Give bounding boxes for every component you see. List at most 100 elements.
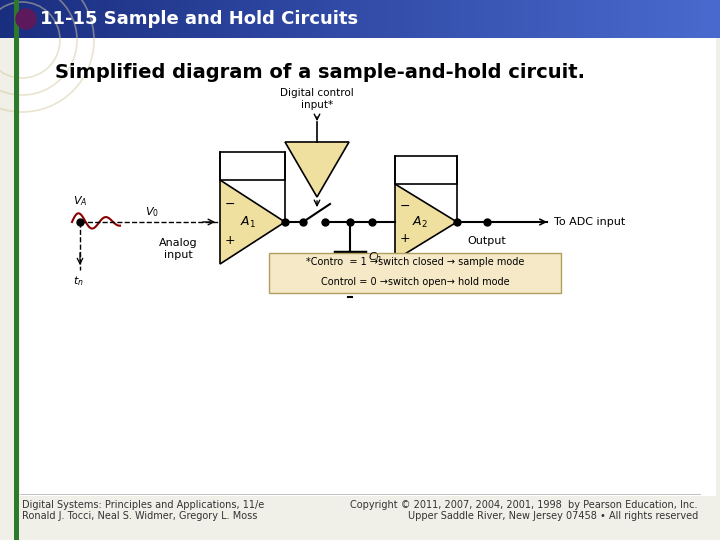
Bar	[342, 0, 352, 38]
Polygon shape	[220, 180, 285, 264]
Bar	[351, 0, 361, 38]
Polygon shape	[395, 184, 457, 260]
Bar	[612, 0, 622, 38]
Bar	[441, 0, 451, 38]
Text: Output: Output	[467, 236, 506, 246]
Bar	[387, 0, 397, 38]
Bar	[207, 0, 217, 38]
Bar	[216, 0, 226, 38]
Text: Digital Systems: Principles and Applications, 11/e: Digital Systems: Principles and Applicat…	[22, 500, 264, 510]
Bar	[279, 0, 289, 38]
Bar	[297, 0, 307, 38]
Text: 11-15 Sample and Hold Circuits: 11-15 Sample and Hold Circuits	[40, 10, 358, 28]
Bar	[153, 0, 163, 38]
Bar	[396, 0, 406, 38]
Text: $V_0$: $V_0$	[145, 205, 159, 219]
Polygon shape	[285, 142, 349, 197]
Bar	[522, 0, 532, 38]
Bar	[162, 0, 172, 38]
Bar	[432, 0, 442, 38]
Bar	[0, 0, 10, 38]
Bar	[468, 0, 478, 38]
Bar	[675, 0, 685, 38]
Bar	[9, 0, 19, 38]
Bar	[395, 156, 457, 184]
Bar	[333, 0, 343, 38]
Bar	[117, 0, 127, 38]
Text: Digital control
input*: Digital control input*	[280, 89, 354, 110]
Bar	[54, 0, 64, 38]
Bar	[414, 0, 424, 38]
Bar	[270, 0, 280, 38]
Bar	[567, 0, 577, 38]
Bar	[220, 152, 285, 180]
Text: Ronald J. Tocci, Neal S. Widmer, Gregory L. Moss: Ronald J. Tocci, Neal S. Widmer, Gregory…	[22, 511, 257, 521]
Bar	[126, 0, 136, 38]
Bar	[495, 0, 505, 38]
Bar	[666, 0, 676, 38]
Bar	[18, 0, 28, 38]
Bar	[171, 0, 181, 38]
Bar	[477, 0, 487, 38]
Bar	[585, 0, 595, 38]
Bar	[603, 0, 613, 38]
Bar	[27, 0, 37, 38]
Text: Copyright © 2011, 2007, 2004, 2001, 1998  by Pearson Education, Inc.: Copyright © 2011, 2007, 2004, 2001, 1998…	[351, 500, 698, 510]
Bar	[378, 0, 388, 38]
Bar	[99, 0, 109, 38]
Bar	[576, 0, 586, 38]
Bar	[63, 0, 73, 38]
Bar	[261, 0, 271, 38]
Bar	[234, 0, 244, 38]
Text: To ADC input: To ADC input	[554, 217, 625, 227]
Bar	[684, 0, 694, 38]
Bar	[90, 0, 100, 38]
Text: Analog
input: Analog input	[158, 238, 197, 260]
Bar	[180, 0, 190, 38]
Bar	[450, 0, 460, 38]
Bar	[405, 0, 415, 38]
Bar	[648, 0, 658, 38]
Text: $t_n$: $t_n$	[73, 274, 84, 288]
Text: −: −	[400, 199, 410, 213]
Text: $C_h$: $C_h$	[368, 250, 382, 264]
Bar	[657, 0, 667, 38]
Text: +: +	[400, 232, 410, 245]
Bar	[72, 0, 82, 38]
Bar	[315, 0, 325, 38]
Bar	[20, 36, 716, 496]
Bar	[423, 0, 433, 38]
Bar	[639, 0, 649, 38]
Text: $A_1$: $A_1$	[240, 214, 256, 230]
Bar	[693, 0, 703, 38]
Bar	[135, 0, 145, 38]
Bar	[324, 0, 334, 38]
Bar	[288, 0, 298, 38]
Bar	[198, 0, 208, 38]
Bar	[549, 0, 559, 38]
Bar	[144, 0, 154, 38]
Bar	[36, 0, 46, 38]
Bar	[81, 0, 91, 38]
Text: −: −	[225, 198, 235, 211]
Text: Upper Saddle River, New Jersey 07458 • All rights reserved: Upper Saddle River, New Jersey 07458 • A…	[408, 511, 698, 521]
FancyBboxPatch shape	[269, 253, 561, 293]
Bar	[630, 0, 640, 38]
Bar	[594, 0, 604, 38]
Bar	[486, 0, 496, 38]
Bar	[369, 0, 379, 38]
Text: *Contro  = 1 →switch closed → sample mode: *Contro = 1 →switch closed → sample mode	[306, 257, 524, 267]
Bar	[360, 0, 370, 38]
Text: $V_A$: $V_A$	[73, 194, 87, 208]
Bar	[14, 0, 19, 540]
Bar	[504, 0, 514, 38]
Bar	[225, 0, 235, 38]
Bar	[252, 0, 262, 38]
Bar	[621, 0, 631, 38]
Text: +: +	[225, 233, 235, 246]
Bar	[189, 0, 199, 38]
Text: Simplified diagram of a sample-and-hold circuit.: Simplified diagram of a sample-and-hold …	[55, 63, 585, 82]
Bar	[711, 0, 720, 38]
Bar	[558, 0, 568, 38]
Circle shape	[16, 9, 36, 29]
